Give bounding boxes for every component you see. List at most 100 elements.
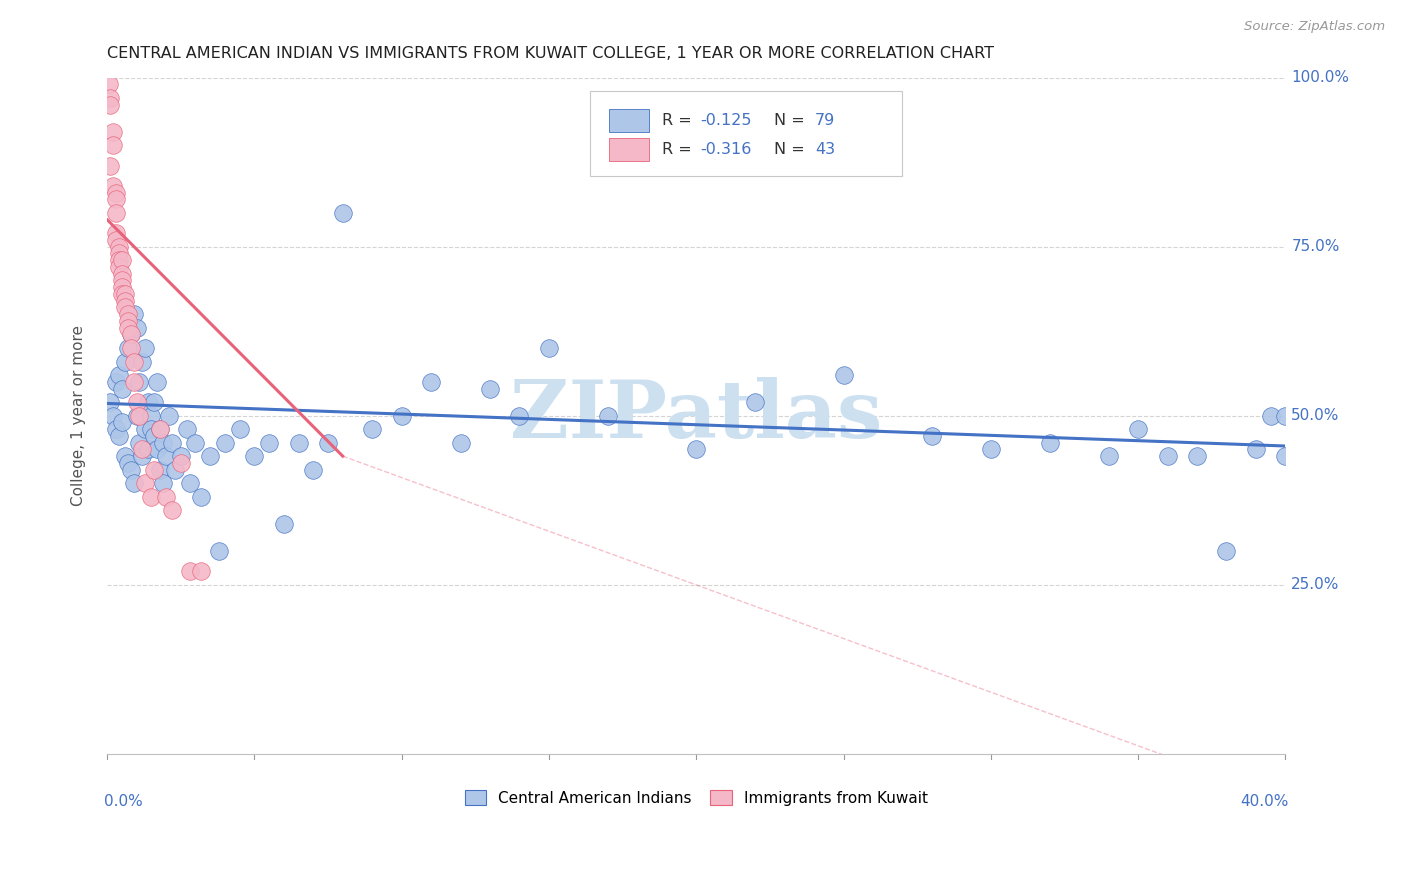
Point [131, 354, 153, 368]
Point [101, 178, 124, 193]
Text: ZIPatlas: ZIPatlas [510, 376, 883, 455]
Point [243, 449, 266, 463]
Point [111, 280, 134, 294]
Point [104, 206, 127, 220]
Point [120, 463, 142, 477]
Point [361, 422, 384, 436]
Point [179, 564, 201, 578]
Text: 0.0%: 0.0% [104, 794, 142, 809]
Point [104, 375, 127, 389]
Point [134, 476, 156, 491]
Point [170, 456, 193, 470]
Point [111, 287, 134, 301]
Point [117, 314, 139, 328]
Point [537, 341, 560, 355]
Point [97, 78, 120, 92]
Point [160, 435, 183, 450]
Point [98, 159, 121, 173]
Point [1126, 422, 1149, 436]
Point [104, 226, 127, 240]
Point [125, 409, 148, 423]
Point [479, 382, 502, 396]
Point [214, 435, 236, 450]
Point [141, 422, 163, 436]
Point [136, 442, 159, 457]
Point [190, 490, 212, 504]
Point [101, 125, 124, 139]
Point [108, 246, 131, 260]
Point [104, 233, 127, 247]
Point [508, 409, 530, 423]
Point [143, 463, 166, 477]
Point [104, 422, 127, 436]
Point [596, 409, 619, 423]
Point [302, 463, 325, 477]
Point [287, 435, 309, 450]
Point [163, 463, 186, 477]
Point [332, 206, 354, 220]
FancyBboxPatch shape [609, 138, 650, 161]
Point [149, 422, 172, 436]
Point [114, 354, 136, 368]
Point [420, 375, 443, 389]
Text: Source: ZipAtlas.com: Source: ZipAtlas.com [1244, 20, 1385, 33]
Point [143, 395, 166, 409]
Point [101, 409, 124, 423]
Point [108, 368, 131, 382]
Point [744, 395, 766, 409]
Point [104, 192, 127, 206]
Point [316, 435, 339, 450]
Point [1244, 442, 1267, 457]
Point [149, 463, 172, 477]
Point [228, 422, 250, 436]
Point [155, 449, 177, 463]
Point [146, 375, 169, 389]
Point [111, 253, 134, 268]
Point [122, 307, 145, 321]
Point [160, 503, 183, 517]
Text: R =: R = [662, 143, 697, 158]
Point [143, 429, 166, 443]
Point [136, 395, 159, 409]
Text: 79: 79 [815, 112, 835, 128]
Point [98, 97, 121, 112]
Point [1097, 449, 1119, 463]
Point [117, 456, 139, 470]
Point [111, 267, 134, 281]
Point [198, 449, 221, 463]
Point [1274, 409, 1296, 423]
Point [450, 435, 472, 450]
Point [117, 341, 139, 355]
Point [170, 449, 193, 463]
Y-axis label: College, 1 year or more: College, 1 year or more [72, 325, 86, 506]
Point [149, 422, 172, 436]
Text: 43: 43 [815, 143, 835, 158]
Point [141, 409, 163, 423]
Point [108, 260, 131, 274]
Point [921, 429, 943, 443]
Point [128, 409, 150, 423]
Point [208, 543, 231, 558]
Point [111, 382, 134, 396]
Point [1215, 543, 1237, 558]
Text: 75.0%: 75.0% [1291, 239, 1340, 254]
Point [104, 186, 127, 200]
Point [179, 476, 201, 491]
Point [122, 476, 145, 491]
Point [114, 301, 136, 315]
Text: 25.0%: 25.0% [1291, 577, 1340, 592]
Point [146, 442, 169, 457]
Point [120, 327, 142, 342]
Point [157, 409, 180, 423]
Point [108, 253, 131, 268]
Point [257, 435, 280, 450]
Point [117, 307, 139, 321]
Point [1274, 449, 1296, 463]
Point [832, 368, 855, 382]
Point [111, 415, 134, 429]
Point [134, 422, 156, 436]
Point [125, 320, 148, 334]
Point [114, 287, 136, 301]
Point [391, 409, 413, 423]
Point [1156, 449, 1178, 463]
